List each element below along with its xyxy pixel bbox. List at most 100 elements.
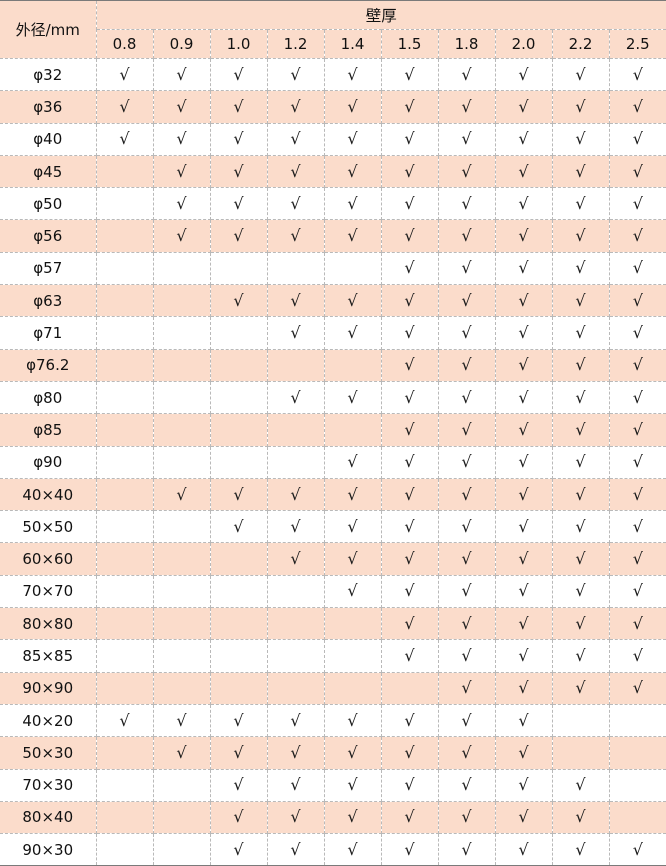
check-icon: √ — [233, 839, 244, 859]
check-icon: √ — [347, 549, 358, 569]
check-icon: √ — [347, 96, 358, 116]
availability-cell-empty — [153, 446, 211, 479]
check-icon: √ — [632, 258, 643, 278]
availability-cell-checked: √ — [381, 90, 439, 124]
check-icon: √ — [461, 161, 472, 181]
availability-cell-checked: √ — [438, 187, 496, 221]
availability-cell-empty — [210, 607, 268, 641]
availability-cell-empty — [324, 413, 382, 447]
check-icon: √ — [233, 742, 244, 762]
availability-cell-empty — [153, 639, 211, 673]
availability-cell-checked: √ — [324, 704, 382, 738]
check-icon: √ — [518, 581, 529, 601]
availability-cell-empty — [96, 349, 154, 382]
availability-cell-empty — [324, 672, 382, 705]
availability-cell-checked: √ — [210, 833, 268, 866]
thickness-column-header: 1.8 — [438, 29, 496, 59]
availability-cell-empty — [267, 607, 325, 641]
availability-cell-checked: √ — [552, 672, 610, 705]
check-icon: √ — [632, 484, 643, 504]
check-icon: √ — [461, 258, 472, 278]
availability-cell-checked: √ — [495, 155, 553, 189]
availability-cell-checked: √ — [438, 123, 496, 156]
availability-cell-checked: √ — [552, 801, 610, 835]
availability-cell-checked: √ — [495, 833, 553, 866]
check-icon: √ — [176, 64, 187, 84]
check-icon: √ — [404, 355, 415, 375]
check-icon: √ — [575, 129, 586, 149]
availability-cell-empty — [153, 316, 211, 350]
availability-cell-checked: √ — [495, 413, 553, 447]
availability-cell-checked: √ — [438, 704, 496, 738]
check-icon: √ — [290, 161, 301, 181]
availability-cell-checked: √ — [153, 90, 211, 124]
availability-cell-checked: √ — [609, 639, 666, 673]
availability-cell-checked: √ — [381, 284, 439, 318]
check-icon: √ — [461, 549, 472, 569]
check-icon: √ — [632, 581, 643, 601]
availability-cell-checked: √ — [96, 123, 154, 156]
availability-cell-empty — [96, 413, 154, 447]
table-row: 80×80 √ √ √ √ √ — [0, 607, 666, 641]
availability-cell-checked: √ — [96, 90, 154, 124]
availability-cell-checked: √ — [609, 446, 666, 479]
availability-cell-checked: √ — [438, 736, 496, 770]
availability-cell-checked: √ — [495, 542, 553, 576]
availability-cell-checked: √ — [609, 672, 666, 705]
availability-cell-empty — [96, 187, 154, 221]
check-icon: √ — [575, 645, 586, 665]
table-row: φ71 √ √ √ √ √ √ √ — [0, 316, 666, 350]
check-icon: √ — [575, 290, 586, 310]
availability-cell-empty — [96, 607, 154, 641]
check-icon: √ — [233, 64, 244, 84]
check-icon: √ — [347, 226, 358, 246]
check-icon: √ — [518, 258, 529, 278]
availability-cell-empty — [153, 542, 211, 576]
availability-cell-checked: √ — [609, 123, 666, 156]
availability-cell-checked: √ — [495, 510, 553, 544]
check-icon: √ — [518, 710, 529, 730]
table-row: φ76.2 √ √ √ √ √ — [0, 349, 666, 382]
availability-cell-checked: √ — [495, 672, 553, 705]
availability-cell-empty — [153, 607, 211, 641]
check-icon: √ — [290, 387, 301, 407]
availability-cell-checked: √ — [495, 219, 553, 253]
availability-cell-checked: √ — [324, 769, 382, 802]
table-row: φ56 √ √ √ √ √ √ √ √ √ — [0, 219, 666, 253]
availability-cell-checked: √ — [210, 187, 268, 221]
check-icon: √ — [404, 452, 415, 472]
availability-cell-checked: √ — [552, 510, 610, 544]
availability-cell-checked: √ — [609, 833, 666, 866]
availability-cell-checked: √ — [267, 316, 325, 350]
check-icon: √ — [404, 775, 415, 795]
check-icon: √ — [632, 645, 643, 665]
availability-cell-checked: √ — [96, 704, 154, 738]
check-icon: √ — [518, 193, 529, 213]
availability-cell-checked: √ — [609, 478, 666, 512]
check-icon: √ — [461, 581, 472, 601]
check-icon: √ — [404, 549, 415, 569]
availability-cell-empty — [267, 413, 325, 447]
check-icon: √ — [233, 226, 244, 246]
availability-cell-checked: √ — [495, 801, 553, 835]
availability-cell-checked: √ — [495, 575, 553, 609]
availability-cell-empty — [153, 284, 211, 318]
table-row: 70×30 √ √ √ √ √ √ √ — [0, 769, 666, 802]
check-icon: √ — [518, 613, 529, 633]
table-row: 50×50 √ √ √ √ √ √ √ √ — [0, 510, 666, 544]
check-icon: √ — [404, 645, 415, 665]
availability-cell-checked: √ — [267, 801, 325, 835]
check-icon: √ — [518, 516, 529, 536]
availability-cell-checked: √ — [267, 123, 325, 156]
check-icon: √ — [518, 678, 529, 698]
table-row: 60×60 √ √ √ √ √ √ √ — [0, 542, 666, 576]
row-label-size: 90×30 — [0, 833, 97, 866]
check-icon: √ — [404, 64, 415, 84]
availability-cell-empty — [552, 736, 610, 770]
availability-cell-checked: √ — [438, 510, 496, 544]
availability-cell-checked: √ — [153, 736, 211, 770]
row-label-size: φ40 — [0, 123, 97, 156]
check-icon: √ — [575, 775, 586, 795]
check-icon: √ — [290, 839, 301, 859]
check-icon: √ — [461, 129, 472, 149]
